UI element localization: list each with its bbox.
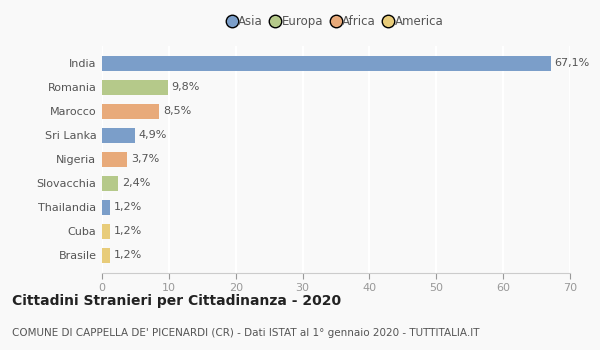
Bar <box>102 200 110 215</box>
Bar <box>102 152 127 167</box>
Text: COMUNE DI CAPPELLA DE' PICENARDI (CR) - Dati ISTAT al 1° gennaio 2020 - TUTTITAL: COMUNE DI CAPPELLA DE' PICENARDI (CR) - … <box>12 328 479 338</box>
Bar <box>102 56 551 71</box>
Legend: Asia, Europa, Africa, America: Asia, Europa, Africa, America <box>224 10 448 33</box>
Text: 1,2%: 1,2% <box>114 202 142 212</box>
Bar <box>102 80 167 95</box>
Bar <box>102 104 159 119</box>
Bar <box>102 176 118 191</box>
Bar <box>102 128 135 143</box>
Text: Cittadini Stranieri per Cittadinanza - 2020: Cittadini Stranieri per Cittadinanza - 2… <box>12 294 341 308</box>
Text: 2,4%: 2,4% <box>122 178 151 188</box>
Bar <box>102 224 110 239</box>
Text: 8,5%: 8,5% <box>163 106 191 116</box>
Text: 67,1%: 67,1% <box>554 58 590 68</box>
Text: 9,8%: 9,8% <box>172 82 200 92</box>
Bar <box>102 248 110 262</box>
Text: 4,9%: 4,9% <box>139 130 167 140</box>
Text: 3,7%: 3,7% <box>131 154 159 164</box>
Text: 1,2%: 1,2% <box>114 226 142 236</box>
Text: 1,2%: 1,2% <box>114 250 142 260</box>
